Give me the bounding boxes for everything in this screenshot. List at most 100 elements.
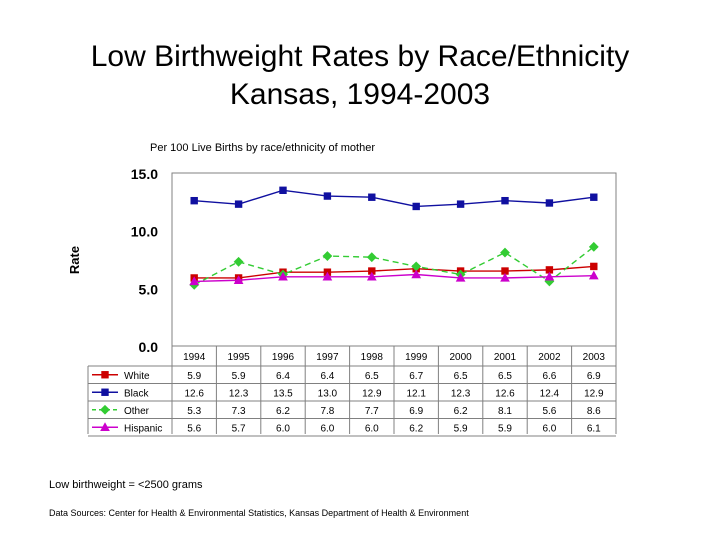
data-point-black [234, 200, 243, 208]
series-line-white [194, 265, 594, 279]
chart-title: Low Birthweight Rates by Race/Ethnicity … [0, 38, 720, 114]
data-label-hispanic: 6.0 [276, 423, 290, 434]
data-label-white: 6.4 [276, 371, 290, 382]
data-point-hispanic [322, 271, 333, 281]
footnote: Low birthweight = <2500 grams [49, 479, 203, 491]
data-label-black: 12.4 [540, 388, 560, 399]
data-point-hispanic [544, 271, 555, 281]
data-label-white: 6.5 [365, 371, 379, 382]
x-tick-label: 1998 [361, 352, 384, 363]
x-tick-label: 1997 [316, 352, 339, 363]
data-label-white: 6.6 [542, 371, 556, 382]
y-tick-label: 15.0 [131, 166, 158, 182]
series-line-hispanic [194, 273, 594, 283]
data-label-other: 8.6 [587, 406, 601, 417]
x-tick-label: 1999 [405, 352, 428, 363]
data-label-hispanic: 5.6 [187, 423, 201, 434]
legend-marker-black [101, 388, 109, 396]
legend-marker-white [101, 371, 109, 379]
data-point-hispanic [233, 275, 244, 284]
data-point-black [412, 202, 420, 211]
data-label-black: 12.9 [584, 388, 604, 399]
y-axis-title: Rate [67, 246, 82, 274]
data-point-hispanic [278, 271, 288, 281]
data-label-white: 6.4 [320, 371, 334, 382]
data-label-hispanic: 5.7 [232, 423, 246, 434]
data-point-black [279, 186, 287, 195]
data-point-black [545, 199, 554, 207]
data-label-black: 13.5 [273, 388, 293, 399]
data-point-white [590, 262, 598, 271]
data-label-black: 13.0 [318, 388, 338, 399]
data-label-hispanic: 5.9 [498, 423, 512, 434]
x-tick-label: 1994 [183, 352, 206, 363]
legend-label-other: Other [124, 406, 150, 417]
data-point-black [368, 193, 376, 201]
data-label-hispanic: 6.0 [365, 423, 379, 434]
data-label-white: 6.5 [498, 371, 512, 382]
legend-marker-hispanic [100, 422, 110, 431]
data-label-black: 12.6 [184, 388, 204, 399]
data-label-other: 5.6 [542, 406, 556, 417]
data-label-other: 7.7 [365, 406, 379, 417]
legend-label-black: Black [124, 388, 149, 399]
y-tick-label: 5.0 [139, 281, 159, 297]
y-tick-label: 10.0 [131, 224, 158, 240]
x-tick-label: 2000 [449, 352, 472, 363]
chart-axes: 15.0 10.0 5.0 0.0 Rate [67, 166, 617, 355]
data-point-other [500, 247, 510, 258]
data-label-black: 12.1 [406, 388, 426, 399]
data-point-black [501, 196, 509, 205]
x-tick-label: 1996 [272, 352, 295, 363]
data-label-other: 6.2 [454, 406, 468, 417]
data-point-hispanic [366, 271, 377, 281]
data-point-other [588, 241, 599, 252]
data-point-black [456, 200, 465, 208]
chart-data-table: 1994 1995 1996 1997 1998 1999 2000 2001 2002 2003… [87, 346, 617, 437]
data-point-other [366, 252, 377, 263]
chart-title-line-2: Kansas, 1994-2003 [229, 78, 491, 111]
legend-label-white: White [124, 371, 150, 382]
data-label-other: 8.1 [498, 406, 512, 417]
data-point-hispanic [455, 272, 466, 282]
chart-title-line-1: Low Birthweight Rates by Race/Ethnicity [90, 40, 630, 73]
data-point-other [233, 256, 244, 267]
data-label-other: 7.3 [232, 406, 246, 417]
data-label-white: 6.5 [454, 371, 468, 382]
data-label-other: 7.8 [320, 406, 334, 417]
series-line-other [193, 246, 595, 286]
legend-marker-other [100, 404, 110, 415]
data-source-note: Data Sources: Center for Health & Enviro… [49, 508, 469, 518]
data-label-white: 5.9 [232, 371, 246, 382]
chart-subtitle: Per 100 Live Births by race/ethnicity of… [150, 142, 375, 154]
data-point-hispanic [500, 272, 510, 282]
data-point-hispanic [411, 269, 422, 279]
data-label-hispanic: 6.0 [542, 423, 556, 434]
x-tick-label: 2002 [538, 352, 561, 363]
data-point-black [590, 193, 598, 201]
series-line-black [194, 189, 594, 208]
data-label-other: 6.2 [276, 406, 290, 417]
data-point-black [190, 196, 198, 205]
legend-label-hispanic: Hispanic [124, 423, 162, 434]
data-label-other: 5.3 [187, 406, 201, 417]
data-label-black: 12.6 [495, 388, 515, 399]
data-label-black: 12.3 [229, 388, 249, 399]
data-label-white: 6.9 [587, 371, 601, 382]
x-tick-label: 1995 [227, 352, 250, 363]
y-tick-label: 0.0 [139, 339, 159, 355]
data-point-other [322, 251, 333, 261]
data-label-other: 6.9 [409, 406, 423, 417]
data-label-hispanic: 5.9 [454, 423, 468, 434]
data-label-white: 5.9 [187, 371, 201, 382]
x-tick-label: 2001 [494, 352, 517, 363]
data-point-hispanic [189, 276, 200, 286]
x-tick-label: 2003 [583, 352, 606, 363]
data-label-hispanic: 6.1 [587, 423, 601, 434]
data-label-hispanic: 6.0 [320, 423, 334, 434]
data-point-black [323, 192, 332, 200]
data-label-white: 6.7 [409, 371, 423, 382]
chart-series-layer [189, 186, 599, 290]
data-label-black: 12.9 [362, 388, 382, 399]
